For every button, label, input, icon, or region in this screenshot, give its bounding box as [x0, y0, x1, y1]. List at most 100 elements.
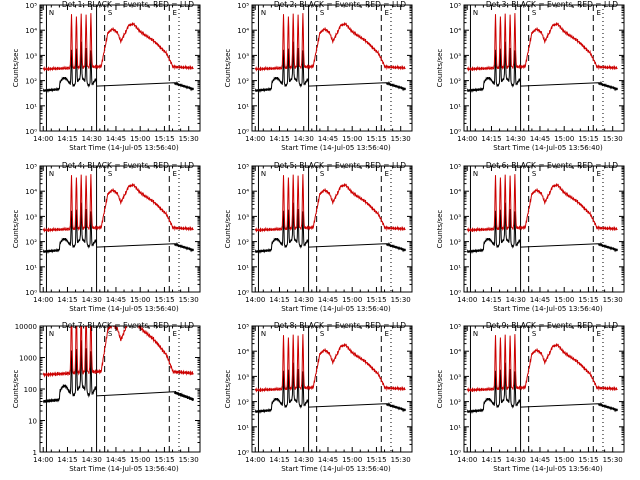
- marker-label: S: [532, 330, 537, 338]
- x-tick-label: 15:00: [554, 135, 574, 143]
- x-tick-label: 15:00: [342, 296, 362, 304]
- y-tick-label: 10: [28, 418, 37, 426]
- y-tick-label: 100: [24, 386, 37, 394]
- y-tick-label: 10⁵: [25, 2, 37, 10]
- y-tick-label: 10⁴: [449, 188, 461, 196]
- x-tick-label: 14:30: [294, 135, 314, 143]
- y-tick-label: 10¹: [237, 264, 249, 272]
- x-tick-label: 14:45: [106, 296, 126, 304]
- y-axis-label: Counts/sec: [436, 210, 444, 249]
- lld-series-line: [466, 13, 618, 72]
- marker-label: S: [532, 9, 537, 17]
- plot-frame: [463, 4, 625, 132]
- y-axis-label: Counts/sec: [12, 49, 20, 88]
- marker-label: E: [597, 9, 601, 17]
- y-tick-label: 10⁵: [25, 163, 37, 171]
- x-tick-label: 15:00: [554, 456, 574, 464]
- x-tick-label: 14:30: [294, 296, 314, 304]
- y-tick-label: 10⁴: [449, 348, 461, 356]
- x-tick-label: 14:15: [481, 456, 501, 464]
- y-tick-label: 10⁴: [237, 188, 249, 196]
- events-series-line: [42, 340, 194, 404]
- lld-series-line: [466, 334, 618, 393]
- y-axis-label: Counts/sec: [12, 370, 20, 409]
- x-tick-label: 15:00: [130, 456, 150, 464]
- x-tick-label: 15:30: [179, 456, 199, 464]
- x-axis-label: Start Time (14-Jul-05 13:56:40): [281, 305, 391, 313]
- lld-series-line: [466, 174, 618, 233]
- x-tick-label: 15:15: [366, 456, 386, 464]
- y-axis-label: Counts/sec: [12, 210, 20, 249]
- events-series-line: [42, 202, 194, 255]
- y-axis-label: Counts/sec: [224, 370, 232, 409]
- y-tick-label: 10⁴: [25, 188, 37, 196]
- x-tick-label: 15:15: [578, 135, 598, 143]
- x-tick-label: 14:45: [530, 135, 550, 143]
- x-tick-label: 14:45: [318, 456, 338, 464]
- y-tick-label: 10⁴: [449, 27, 461, 35]
- y-tick-label: 10¹: [237, 103, 249, 111]
- events-series-line: [254, 362, 406, 415]
- marker-label: N: [473, 170, 478, 178]
- y-tick-label: 10⁵: [449, 163, 461, 171]
- marker-label: E: [597, 330, 601, 338]
- y-tick-label: 10³: [449, 52, 461, 60]
- y-tick-label: 10²: [237, 78, 249, 86]
- x-tick-label: 14:30: [294, 456, 314, 464]
- marker-label: N: [261, 330, 266, 338]
- x-tick-label: 14:30: [506, 456, 526, 464]
- y-tick-label: 10¹: [449, 264, 461, 272]
- x-tick-label: 14:45: [318, 135, 338, 143]
- marker-label: E: [597, 170, 601, 178]
- lld-series-line: [42, 324, 194, 378]
- x-tick-label: 14:00: [457, 135, 477, 143]
- y-tick-label: 10000: [15, 323, 37, 331]
- y-tick-label: 10¹: [25, 103, 37, 111]
- y-tick-label: 10²: [25, 239, 37, 247]
- events-series-line: [466, 362, 618, 415]
- y-tick-label: 10³: [449, 373, 461, 381]
- marker-label: S: [320, 9, 325, 17]
- y-tick-label: 10⁰: [237, 449, 249, 457]
- x-tick-label: 14:00: [245, 135, 265, 143]
- x-tick-label: 14:30: [82, 296, 102, 304]
- x-axis-label: Start Time (14-Jul-05 13:56:40): [281, 144, 391, 152]
- y-axis-label: Counts/sec: [224, 49, 232, 88]
- x-tick-label: 14:00: [33, 456, 53, 464]
- x-axis-label: Start Time (14-Jul-05 13:56:40): [281, 465, 391, 473]
- y-tick-label: 10³: [449, 213, 461, 221]
- x-tick-label: 15:30: [391, 135, 411, 143]
- x-tick-label: 15:30: [391, 456, 411, 464]
- y-tick-label: 10⁴: [237, 348, 249, 356]
- x-axis-label: Start Time (14-Jul-05 13:56:40): [69, 305, 179, 313]
- y-tick-label: 10⁰: [449, 289, 461, 297]
- y-tick-label: 10³: [237, 52, 249, 60]
- x-tick-label: 14:15: [57, 296, 77, 304]
- x-tick-label: 14:45: [106, 135, 126, 143]
- marker-label: N: [473, 9, 478, 17]
- x-axis-label: Start Time (14-Jul-05 13:56:40): [493, 144, 603, 152]
- y-axis-label: Counts/sec: [224, 210, 232, 249]
- y-tick-label: 10¹: [449, 103, 461, 111]
- marker-label: E: [173, 170, 177, 178]
- plot-frame: [251, 325, 413, 453]
- y-tick-label: 10²: [25, 78, 37, 86]
- x-tick-label: 14:45: [106, 456, 126, 464]
- y-tick-label: 10³: [237, 213, 249, 221]
- lld-series-line: [254, 13, 406, 72]
- x-tick-label: 14:15: [57, 135, 77, 143]
- y-tick-label: 10²: [237, 399, 249, 407]
- marker-label: E: [385, 9, 389, 17]
- plot-frame: [39, 325, 201, 453]
- y-tick-label: 10⁰: [237, 128, 249, 136]
- x-tick-label: 14:45: [530, 296, 550, 304]
- marker-label: E: [173, 9, 177, 17]
- events-series-line: [466, 41, 618, 94]
- x-tick-label: 14:15: [481, 296, 501, 304]
- y-tick-label: 10¹: [25, 264, 37, 272]
- x-tick-label: 15:30: [603, 135, 623, 143]
- marker-label: E: [385, 170, 389, 178]
- x-tick-label: 15:15: [366, 296, 386, 304]
